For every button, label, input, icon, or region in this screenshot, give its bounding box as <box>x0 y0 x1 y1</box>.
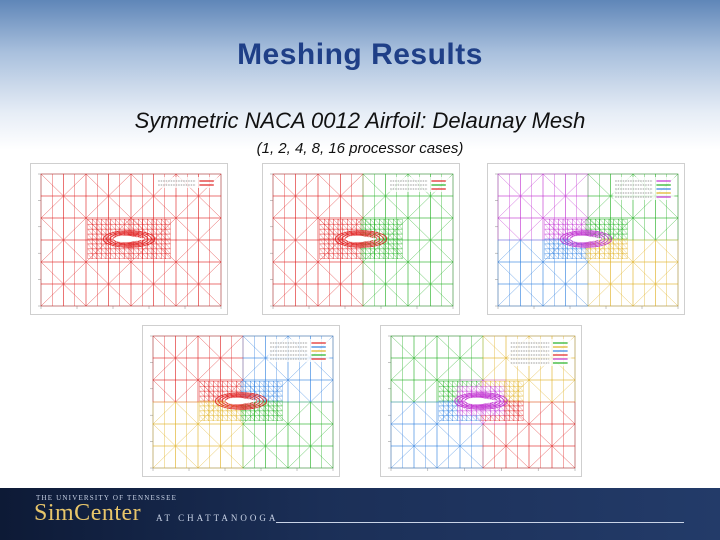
mesh-plot <box>495 173 679 309</box>
slide-title: Meshing Results <box>237 38 483 71</box>
mesh-image-4-processors <box>487 163 685 315</box>
slide-caption: (1, 2, 4, 8, 16 processor cases) <box>256 140 464 157</box>
legend <box>268 339 330 362</box>
footer-campus: AT CHATTANOOGA <box>156 513 279 523</box>
footer-rule <box>276 522 684 523</box>
mesh-plot <box>270 173 454 309</box>
mesh-image-8-processors <box>142 325 340 477</box>
mesh-image-1-processor <box>30 163 228 315</box>
mesh-plot <box>388 335 576 471</box>
footer-bar <box>0 488 720 540</box>
legend <box>388 177 450 192</box>
legend <box>613 177 675 200</box>
title-band <box>0 0 720 150</box>
legend <box>508 339 572 366</box>
legend <box>156 177 218 188</box>
mesh-image-16-processors <box>380 325 582 477</box>
slide-subtitle: Symmetric NACA 0012 Airfoil: Delaunay Me… <box>134 108 586 133</box>
footer-university: THE UNIVERSITY OF TENNESSEE <box>36 494 178 502</box>
mesh-plot <box>150 335 334 471</box>
footer-logo-simcenter: SimCenter <box>34 500 142 526</box>
mesh-image-2-processors <box>262 163 460 315</box>
mesh-plot <box>38 173 222 309</box>
